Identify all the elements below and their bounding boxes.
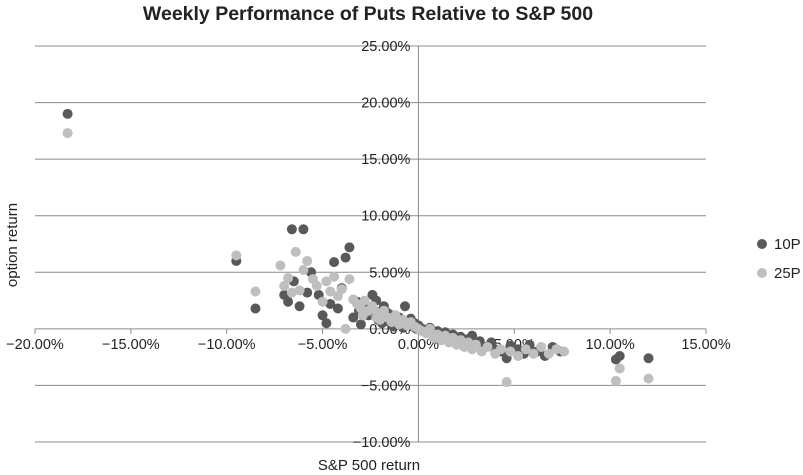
data-point-25p [513, 351, 524, 362]
series-10p-points [62, 108, 654, 365]
y-tick-label: 25.00% [361, 39, 410, 55]
data-point-10p [62, 108, 73, 119]
chart-title: Weekly Performance of Puts Relative to S… [143, 3, 593, 25]
series-25p-points [62, 128, 654, 388]
data-point-25p [62, 128, 73, 139]
data-point-25p [286, 287, 297, 298]
x-tick-label: 0.00% [398, 337, 439, 353]
legend-label-25p: 25P [774, 265, 801, 282]
y-tick-label: 5.00% [369, 265, 410, 281]
data-point-10p [302, 287, 313, 298]
y-tick-label: 20.00% [361, 96, 410, 112]
data-point-10p [286, 224, 297, 235]
data-point-10p [355, 319, 366, 330]
data-point-25p [250, 286, 261, 297]
data-point-25p [294, 285, 305, 296]
y-tick-label: 10.00% [361, 209, 410, 225]
data-point-25p [390, 310, 401, 321]
data-point-10p [321, 318, 332, 329]
data-point-25p [643, 373, 654, 384]
x-tick-label: −20.00% [6, 337, 64, 353]
data-point-10p [348, 312, 359, 323]
legend-marker-10p [757, 239, 767, 249]
data-point-25p [283, 272, 294, 283]
data-point-10p [317, 310, 328, 321]
x-tick-labels: −20.00%−15.00%−10.00%−5.00%0.00%5.00%10.… [6, 337, 731, 353]
data-point-25p [424, 323, 435, 334]
x-tick-label: −15.00% [102, 337, 160, 353]
data-point-10p [340, 252, 351, 263]
legend-label-10p: 10P [774, 236, 801, 253]
data-point-25p [302, 255, 313, 266]
data-point-25p [290, 246, 301, 257]
data-point-10p [283, 296, 294, 307]
legend-marker-25p [757, 268, 767, 278]
data-point-25p [559, 346, 570, 357]
data-point-25p [279, 280, 290, 291]
data-point-25p [543, 348, 554, 359]
y-axis-label: option return [4, 203, 21, 287]
data-point-10p [298, 224, 309, 235]
data-point-25p [311, 280, 322, 291]
data-point-25p [317, 296, 328, 307]
x-tick-label: −10.00% [198, 337, 256, 353]
data-point-25p [528, 348, 539, 359]
data-point-25p [501, 377, 512, 388]
data-point-25p [614, 363, 625, 374]
data-point-25p [470, 339, 481, 350]
y-tick-label: −10.00% [353, 435, 411, 451]
data-point-10p [294, 301, 305, 312]
x-tick-label: −5.00% [298, 337, 348, 353]
data-point-10p [250, 303, 261, 314]
data-point-25p [359, 295, 370, 306]
data-point-10p [329, 257, 340, 268]
data-point-25p [298, 265, 309, 276]
data-point-25p [375, 314, 386, 325]
y-tick-label: 15.00% [361, 152, 410, 168]
data-point-25p [495, 344, 506, 355]
x-tick-label: 15.00% [681, 337, 730, 353]
data-point-10p [400, 301, 411, 312]
data-point-25p [551, 344, 562, 355]
data-point-25p [340, 323, 351, 334]
data-point-25p [329, 271, 340, 282]
data-point-25p [275, 260, 286, 271]
x-tick-label: 10.00% [586, 337, 635, 353]
data-point-25p [610, 375, 621, 386]
data-point-25p [505, 346, 516, 357]
data-point-10p [643, 353, 654, 364]
data-point-25p [520, 344, 531, 355]
data-point-10p [614, 351, 625, 362]
y-tick-label: −5.00% [361, 378, 411, 394]
data-point-25p [325, 286, 336, 297]
data-point-25p [344, 274, 355, 285]
data-point-10p [344, 242, 355, 253]
data-point-10p [332, 303, 343, 314]
gridlines [35, 45, 706, 443]
data-point-25p [336, 284, 347, 295]
data-point-25p [321, 276, 332, 287]
legend: 10P 25P [757, 236, 801, 282]
x-axis-label: S&P 500 return [318, 457, 420, 474]
data-point-25p [231, 250, 242, 261]
data-point-25p [367, 301, 378, 312]
data-point-10p [325, 298, 336, 309]
data-point-25p [536, 341, 547, 352]
y-tick-labels: −10.00%−5.00%0.00%5.00%10.00%15.00%20.00… [353, 39, 411, 451]
data-point-25p [482, 341, 493, 352]
